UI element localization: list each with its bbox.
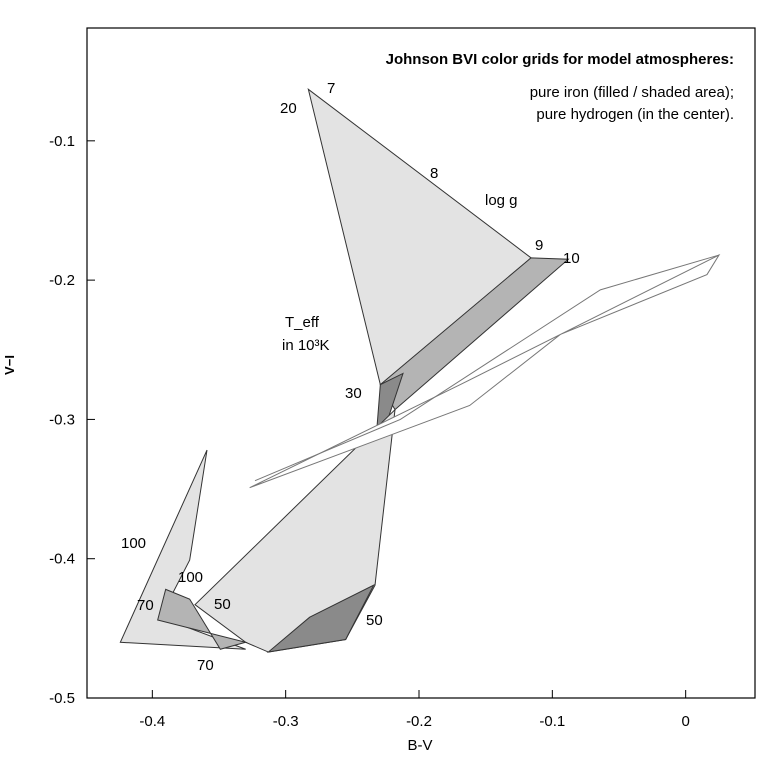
annotation: log g [485,192,518,209]
grid-polygon [119,449,246,650]
annotation: in 10³K [282,337,330,354]
y-tick-label: -0.5 [49,690,75,707]
chart-title: Johnson BVI color grids for model atmosp… [386,51,734,68]
grid-polygon [249,253,721,489]
grid-polygon [157,588,248,650]
annotation: 100 [178,569,203,586]
annotation: T_eff [285,314,320,331]
x-axis-label: B-V [407,737,432,754]
annotation: 70 [197,657,214,674]
x-tick-label: -0.4 [139,713,165,730]
grid-polygon [307,88,532,386]
subtitle: pure iron (filled / shaded area); [530,84,734,101]
y-tick-label: -0.4 [49,551,75,568]
x-tick-label: -0.3 [273,713,299,730]
annotation: 50 [214,596,231,613]
annotation: 7 [327,80,335,97]
annotation: 50 [366,612,383,629]
x-tick-label: -0.1 [539,713,565,730]
x-tick-label: -0.2 [406,713,432,730]
annotation: 70 [137,597,154,614]
grid-polygon [194,408,396,653]
annotation: 9 [535,237,543,254]
y-tick-label: -0.1 [49,133,75,150]
subtitle: pure hydrogen (in the center). [536,106,734,123]
annotation: 100 [121,535,146,552]
grid-polygon [254,254,720,482]
annotation: 20 [280,100,297,117]
y-axis-label: V−I [2,355,17,375]
y-tick-label: -0.2 [49,272,75,289]
grid-polygon [266,584,375,653]
annotation: 8 [430,165,438,182]
y-tick-label: -0.3 [49,411,75,428]
annotation: 30 [345,385,362,402]
plot-frame [86,27,756,699]
annotation: 10 [563,250,580,267]
x-tick-label: 0 [681,713,689,730]
